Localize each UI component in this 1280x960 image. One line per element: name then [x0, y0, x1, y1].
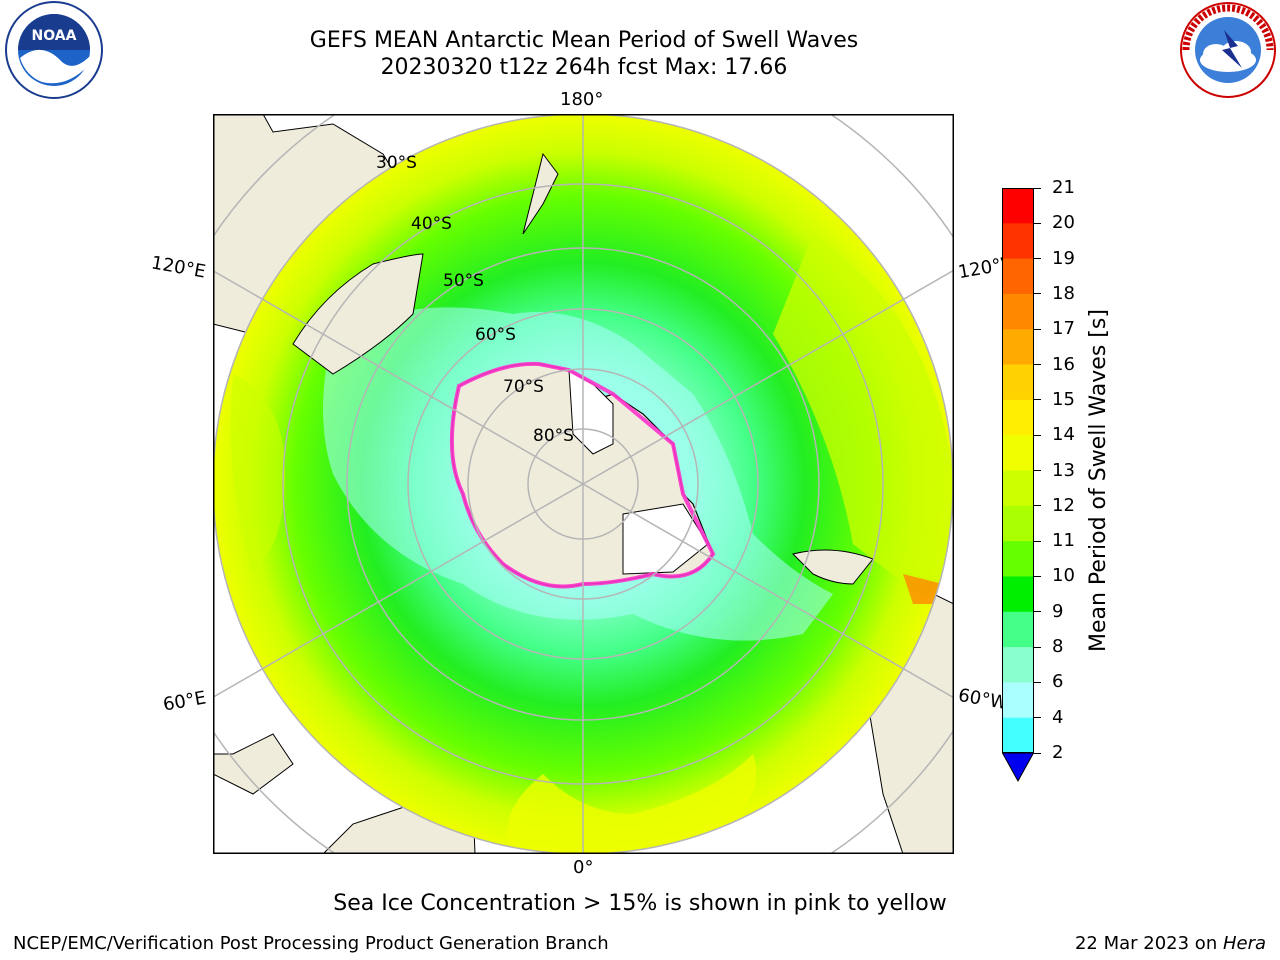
colorbar-bin [1002, 329, 1034, 366]
colorbar-bin [1002, 293, 1034, 330]
colorbar-tick-label: 2 [1052, 742, 1064, 763]
colorbar-extend-arrow [1001, 752, 1035, 783]
lat-label-80s: 80°S [533, 426, 574, 446]
lat-label-50s: 50°S [443, 271, 484, 291]
lon-label-120e: 120°E [149, 252, 208, 283]
colorbar-bin [1002, 470, 1034, 507]
colorbar-bin [1002, 399, 1034, 436]
colorbar-bin [1002, 223, 1034, 260]
colorbar-tick-mark [1034, 505, 1041, 507]
colorbar-tick-label: 8 [1052, 636, 1064, 658]
colorbar-tick-mark [1034, 364, 1041, 366]
colorbar-tick-label: 20 [1052, 212, 1075, 234]
colorbar-tick-mark [1034, 575, 1041, 577]
colorbar-bin [1002, 505, 1034, 542]
colorbar-tick-label: 11 [1052, 530, 1075, 552]
noaa-logo-text: NOAA [32, 28, 77, 44]
colorbar-tick-label: 16 [1052, 353, 1075, 375]
credit-text: NCEP/EMC/Verification Post Processing Pr… [13, 933, 609, 954]
colorbar-tick-label: 4 [1052, 706, 1064, 728]
colorbar-bin [1002, 364, 1034, 401]
colorbar-bin [1002, 541, 1034, 577]
colorbar-bin [1002, 611, 1034, 648]
lat-label-40s: 40°S [411, 214, 452, 234]
colorbar-tick-label: 17 [1052, 318, 1075, 340]
map-frame [213, 114, 954, 854]
date-stamp: 22 Mar 2023 on Hera [1075, 933, 1266, 954]
sea-ice-note: Sea Ice Concentration > 15% is shown in … [333, 891, 947, 916]
colorbar-tick-label: 9 [1052, 600, 1064, 622]
colorbar-bin [1002, 188, 1034, 224]
noaa-logo: NOAA [2, 0, 106, 100]
colorbar-frame [1002, 188, 1034, 753]
colorbar-tick-mark [1034, 611, 1041, 613]
colorbar [1001, 188, 1035, 783]
colorbar-tick-label: 10 [1052, 565, 1075, 587]
colorbar-tick-label: 14 [1052, 424, 1075, 446]
colorbar-bin [1002, 717, 1034, 754]
chart-title: GEFS MEAN Antarctic Mean Period of Swell… [309, 28, 859, 53]
colorbar-tick-label: 21 [1052, 177, 1075, 198]
colorbar-tick-label: 6 [1052, 671, 1064, 693]
colorbar-tick-label: 19 [1052, 247, 1075, 269]
colorbar-tick-label: 18 [1052, 282, 1075, 304]
colorbar-tick-mark [1034, 540, 1041, 542]
colorbar-tick-mark [1034, 717, 1041, 719]
colorbar-label: Mean Period of Swell Waves [s] [1086, 309, 1111, 652]
colorbar-tick-mark [1034, 328, 1041, 330]
lon-label-0: 0° [573, 857, 594, 878]
colorbar-tick-mark [1034, 399, 1041, 401]
colorbar-bin [1002, 435, 1034, 471]
colorbar-tick-mark [1034, 681, 1041, 683]
polar-map: 30°S 40°S 50°S 60°S 70°S 80°S [213, 114, 954, 854]
colorbar-bin [1002, 576, 1034, 613]
machine-name: Hera [1222, 933, 1266, 954]
colorbar-bin [1002, 647, 1034, 683]
colorbar-tick-mark [1034, 752, 1041, 754]
colorbar-tick-label: 13 [1052, 459, 1075, 481]
colorbar-bin [1002, 258, 1034, 295]
colorbar-ticks: 21 20 19 18 17 16 15 14 13 12 11 10 9 8 6 4 2 [1034, 179, 1094, 762]
chart-subtitle: 20230320 t12z 264h fcst Max: 17.66 [380, 55, 788, 80]
lat-label-60s: 60°S [475, 325, 516, 345]
lat-label-30s: 30°S [376, 153, 417, 173]
colorbar-tick-mark [1034, 470, 1041, 471]
colorbar-tick-label: 12 [1052, 494, 1075, 516]
lat-label-70s: 70°S [503, 377, 544, 397]
colorbar-tick-mark [1034, 187, 1041, 189]
colorbar-bin [1002, 682, 1034, 719]
colorbar-tick-mark [1034, 258, 1041, 260]
colorbar-tick-label: 15 [1052, 388, 1075, 410]
colorbar-tick-mark [1034, 222, 1041, 224]
lon-label-180: 180° [560, 89, 604, 110]
nws-logo [1176, 0, 1280, 100]
date-text: 22 Mar 2023 on [1074, 933, 1223, 954]
colorbar-tick-mark [1034, 646, 1041, 648]
colorbar-tick-mark [1034, 293, 1041, 295]
lon-label-60e: 60°E [161, 687, 208, 716]
colorbar-tick-mark [1034, 434, 1041, 436]
